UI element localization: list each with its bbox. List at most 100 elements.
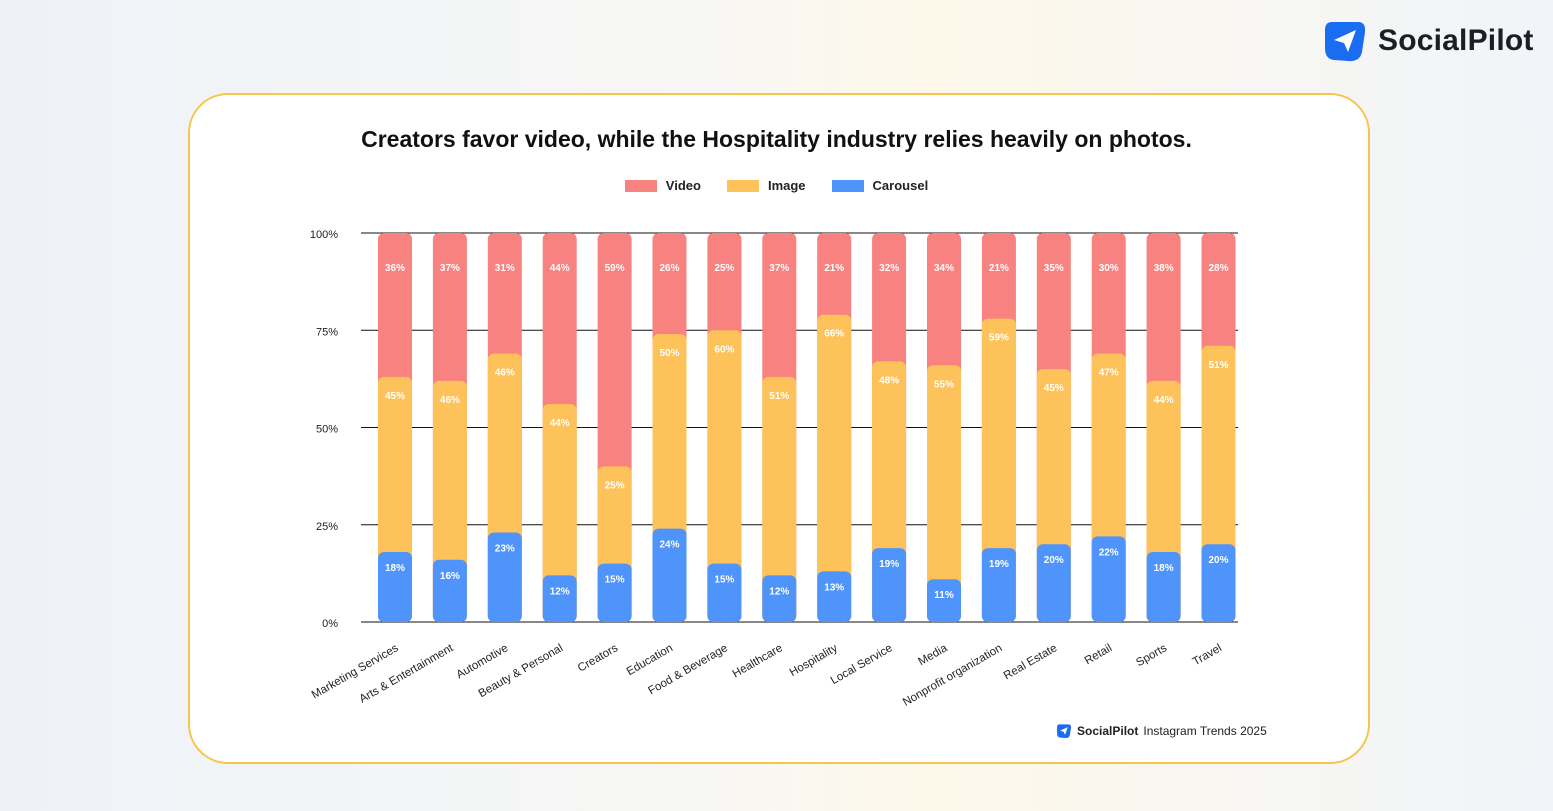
data-label-carousel: 15% bbox=[605, 575, 625, 586]
x-tick-label: Real Estate bbox=[1002, 642, 1059, 682]
data-label-video: 21% bbox=[824, 263, 844, 274]
bar-segment-carousel bbox=[707, 563, 742, 622]
data-label-video: 37% bbox=[440, 263, 460, 274]
x-tick-label: Retail bbox=[1083, 642, 1114, 667]
bar-segment-image bbox=[981, 318, 1016, 622]
bar-segment-image bbox=[762, 376, 797, 622]
data-label-video: 37% bbox=[769, 263, 789, 274]
x-tick-label: Healthcare bbox=[731, 642, 785, 680]
legend-label-image: Image bbox=[767, 178, 806, 193]
x-tick-label: Sports bbox=[1134, 642, 1169, 669]
bar-segment-carousel bbox=[817, 571, 852, 622]
x-tick-label: Travel bbox=[1191, 642, 1224, 668]
x-tick-label: Education bbox=[625, 642, 675, 678]
bar-segment-carousel bbox=[487, 532, 522, 622]
x-tick-label: Local Service bbox=[829, 642, 895, 687]
legend-item-video: Video bbox=[624, 178, 701, 193]
data-label-image: 44% bbox=[550, 418, 570, 429]
brand-name: SocialPilot bbox=[1378, 24, 1534, 57]
data-label-image: 47% bbox=[1099, 368, 1119, 379]
bar-segment-carousel bbox=[1146, 551, 1181, 622]
data-label-image: 46% bbox=[495, 368, 515, 379]
data-label-image: 51% bbox=[769, 391, 789, 402]
data-label-video: 36% bbox=[385, 263, 405, 274]
data-label-image: 50% bbox=[659, 348, 679, 359]
bar-segment-carousel bbox=[872, 548, 907, 622]
bar-segment-carousel bbox=[927, 579, 961, 622]
chart-title: Creators favor video, while the Hospital… bbox=[361, 126, 1192, 152]
data-label-video: 25% bbox=[714, 263, 734, 274]
data-label-carousel: 12% bbox=[769, 586, 789, 597]
x-tick-label: Nonprofit organization bbox=[901, 642, 1004, 709]
bar-segment-carousel bbox=[981, 548, 1016, 622]
footer-text: Instagram Trends 2025 bbox=[1143, 724, 1267, 738]
y-tick-label: 25% bbox=[316, 521, 338, 533]
data-label-image: 46% bbox=[440, 395, 460, 406]
data-label-carousel: 18% bbox=[1154, 563, 1174, 574]
bar-segment-image bbox=[927, 365, 961, 622]
bar-segment-image bbox=[707, 330, 742, 622]
bar-segment-image bbox=[817, 314, 852, 622]
bar-segment-image bbox=[542, 404, 577, 622]
legend-swatch-image bbox=[726, 179, 759, 192]
bar-segment-carousel bbox=[1201, 544, 1236, 622]
data-label-video: 26% bbox=[659, 263, 679, 274]
data-label-carousel: 19% bbox=[989, 559, 1009, 570]
footer-credit: SocialPilot Instagram Trends 2025 bbox=[1056, 723, 1267, 739]
data-label-carousel: 20% bbox=[1208, 555, 1228, 566]
bar-segment-carousel bbox=[542, 575, 577, 622]
data-label-video: 32% bbox=[879, 263, 899, 274]
data-label-image: 60% bbox=[714, 344, 734, 355]
data-label-video: 30% bbox=[1099, 263, 1119, 274]
legend-item-carousel: Carousel bbox=[831, 178, 929, 193]
data-label-carousel: 11% bbox=[934, 590, 954, 601]
data-label-carousel: 15% bbox=[714, 575, 734, 586]
bar-segment-carousel bbox=[1091, 536, 1126, 622]
bar-segment-carousel bbox=[762, 575, 797, 622]
legend-item-image: Image bbox=[726, 178, 806, 193]
paper-plane-icon bbox=[1325, 22, 1366, 62]
data-label-image: 45% bbox=[385, 391, 405, 402]
y-tick-label: 100% bbox=[310, 229, 338, 241]
data-label-carousel: 19% bbox=[879, 559, 899, 570]
bar-segment-carousel bbox=[652, 528, 687, 622]
legend: Video Image Carousel bbox=[0, 178, 1553, 193]
data-label-carousel: 16% bbox=[440, 571, 460, 582]
y-tick-label: 50% bbox=[316, 424, 338, 436]
x-tick-label: Media bbox=[916, 642, 950, 668]
x-tick-label: Hospitality bbox=[788, 642, 840, 679]
data-label-image: 48% bbox=[879, 375, 899, 386]
brand-logo: SocialPilot bbox=[1322, 18, 1534, 64]
data-label-image: 44% bbox=[1154, 395, 1174, 406]
data-label-carousel: 20% bbox=[1044, 555, 1064, 566]
data-label-carousel: 24% bbox=[659, 540, 679, 551]
data-label-video: 38% bbox=[1154, 263, 1174, 274]
legend-swatch-video bbox=[624, 179, 657, 192]
data-label-video: 34% bbox=[934, 263, 954, 274]
data-label-image: 55% bbox=[934, 379, 954, 390]
data-label-video: 59% bbox=[605, 263, 625, 274]
bar-segment-carousel bbox=[378, 551, 412, 622]
data-label-video: 44% bbox=[550, 263, 570, 274]
footer-brand: SocialPilot bbox=[1077, 724, 1139, 738]
y-tick-label: 75% bbox=[316, 326, 338, 338]
paper-plane-icon bbox=[1057, 724, 1071, 738]
bar-segment-carousel bbox=[597, 563, 632, 622]
x-tick-label: Marketing Services bbox=[310, 642, 401, 701]
data-label-carousel: 18% bbox=[385, 563, 405, 574]
x-tick-label: Arts & Entertainment bbox=[358, 642, 457, 706]
data-label-carousel: 13% bbox=[824, 582, 844, 593]
y-tick-label: 0% bbox=[322, 618, 338, 630]
data-label-image: 45% bbox=[1044, 383, 1064, 394]
data-label-video: 28% bbox=[1208, 263, 1228, 274]
data-label-image: 66% bbox=[824, 329, 844, 340]
data-label-image: 51% bbox=[1208, 360, 1228, 371]
data-label-carousel: 23% bbox=[495, 544, 515, 555]
x-tick-label: Creators bbox=[576, 642, 620, 675]
legend-label-video: Video bbox=[665, 178, 701, 193]
data-label-image: 59% bbox=[989, 333, 1009, 344]
legend-swatch-carousel bbox=[831, 179, 864, 192]
data-label-video: 31% bbox=[495, 263, 515, 274]
legend-label-carousel: Carousel bbox=[872, 178, 929, 193]
